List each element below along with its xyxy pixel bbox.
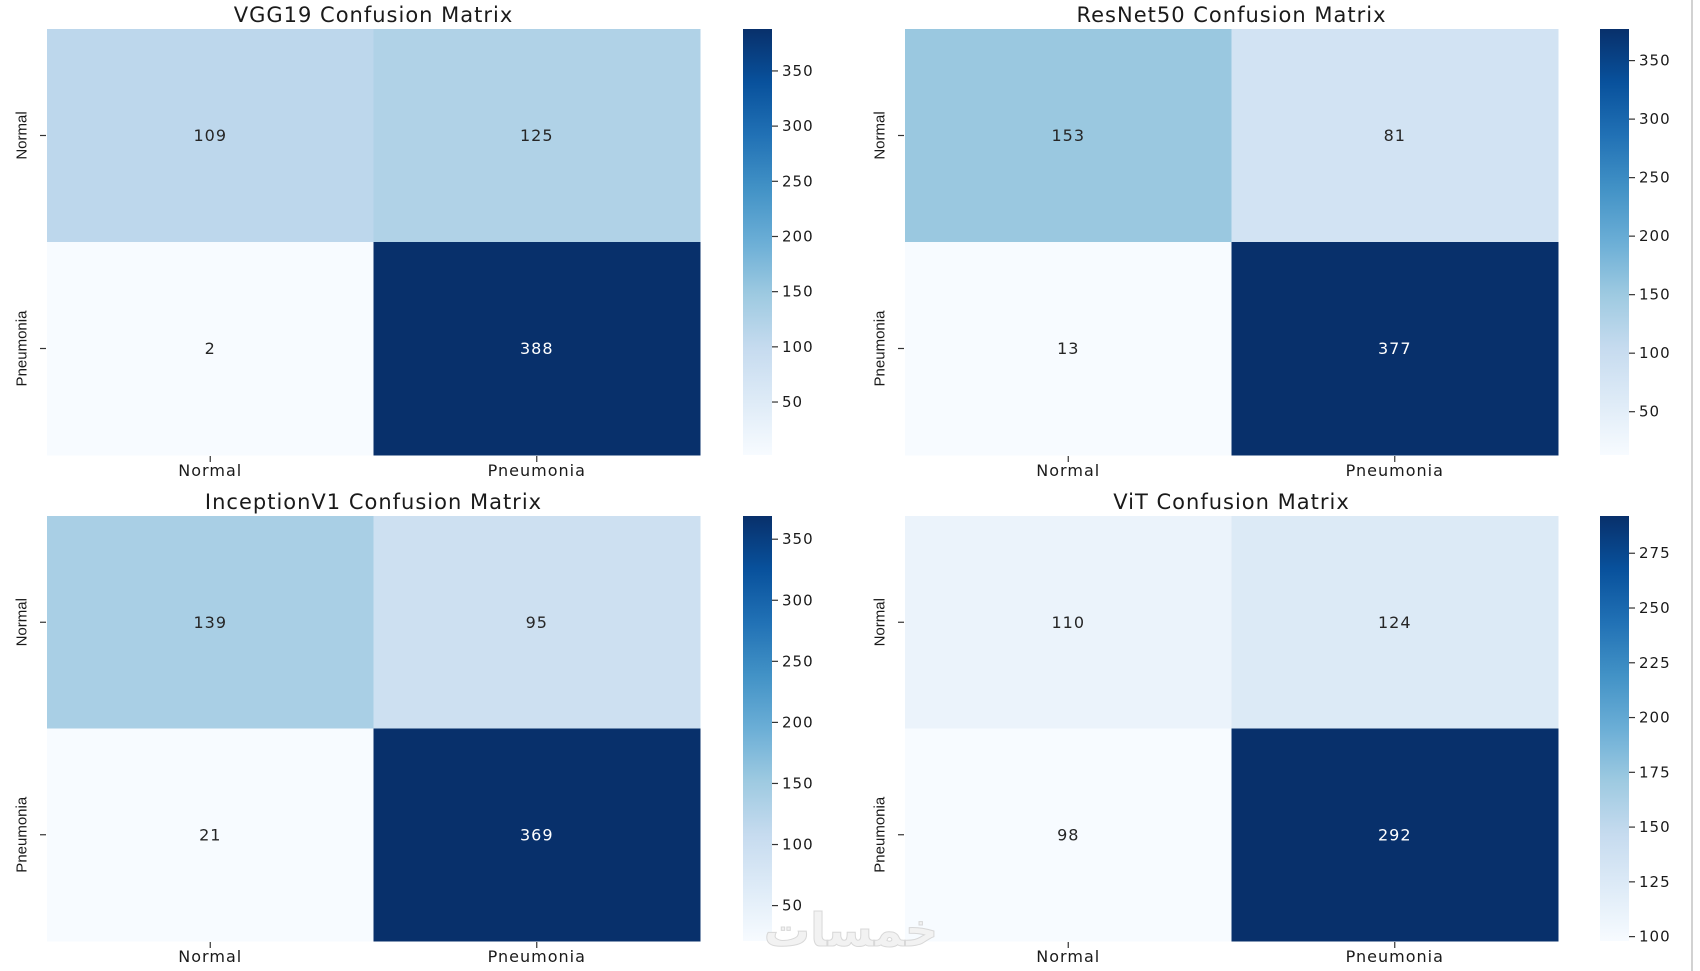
colorbar-tick-label: 350 [1639,52,1671,70]
colorbar-tick-label: 150 [782,774,814,792]
colorbar-tick-label: 50 [782,897,803,915]
x-tick-label: Normal [1036,461,1100,480]
heatmap-cell [47,516,374,729]
cell-value-label: 125 [520,126,554,145]
heatmap-cell [905,29,1232,243]
colorbar [1600,516,1629,941]
colorbar-tick-label: 275 [1639,544,1671,562]
colorbar-tick-label: 100 [1639,928,1671,946]
confusion-matrix-panel: VGG19 Confusion Matrix 109 125 2 388 Normal Pn… [14,3,814,480]
colorbar-tick-label: 350 [782,62,814,80]
cell-value-label: 98 [1057,825,1079,844]
cell-value-label: 2 [205,339,216,358]
heatmap-cell [373,242,701,456]
colorbar-tick-label: 150 [1639,818,1671,836]
colorbar-tick-label: 250 [782,652,814,670]
panels-grid: VGG19 Confusion Matrix 109 125 2 388 Normal Pn… [14,3,1671,966]
cell-value-label: 377 [1378,339,1412,358]
x-tick-label: Normal [178,461,242,480]
watermark: خمسات [764,903,938,957]
colorbar-tick-label: 100 [782,836,814,854]
chart-title: VGG19 Confusion Matrix [234,3,514,27]
y-tick-label: Pneumonia [872,310,889,387]
cell-value-label: 110 [1051,613,1085,632]
x-tick-label: Pneumonia [488,947,586,966]
heatmap-cell [1231,516,1559,729]
colorbar-tick-label: 150 [782,283,814,301]
heatmap-cell [1231,242,1559,456]
heatmap-cell [47,29,374,243]
heatmap-cell [373,728,701,942]
colorbar-tick-label: 300 [782,591,814,609]
x-tick-label: Pneumonia [1346,461,1444,480]
heatmap-cell [905,728,1232,942]
x-tick-label: Normal [178,947,242,966]
heatmap-cell [905,516,1232,729]
cell-value-label: 124 [1378,613,1412,632]
cell-value-label: 13 [1057,339,1079,358]
heatmap-cell [1231,728,1559,942]
y-tick-label: Pneumonia [14,310,31,387]
y-tick-label: Pneumonia [872,796,889,873]
colorbar-tick-label: 300 [1639,110,1671,128]
heatmap-cell [47,242,374,456]
chart-title: InceptionV1 Confusion Matrix [205,490,542,514]
cell-value-label: 139 [193,613,227,632]
cell-value-label: 153 [1051,126,1085,145]
colorbar-tick-label: 50 [782,393,803,411]
confusion-matrix-panel: InceptionV1 Confusion Matrix 139 95 21 369 No… [14,490,814,966]
confusion-matrix-panel: ViT Confusion Matrix 110 124 98 292 Normal Pne… [872,490,1671,966]
chart-title: ResNet50 Confusion Matrix [1076,3,1386,27]
colorbar [743,29,772,455]
colorbar [743,516,772,941]
colorbar-tick-label: 200 [782,713,814,731]
heatmap-cell [1231,29,1559,243]
colorbar-tick-label: 150 [1639,286,1671,304]
colorbar-tick-label: 50 [1639,403,1660,421]
colorbar-tick-label: 300 [782,117,814,135]
heatmap-cell [373,516,701,729]
colorbar-tick-label: 100 [782,338,814,356]
colorbar-tick-label: 250 [782,172,814,190]
y-tick-label: Normal [14,598,31,646]
cell-value-label: 388 [520,339,554,358]
cell-value-label: 109 [193,126,227,145]
heatmap-cell [905,242,1232,456]
cell-value-label: 369 [520,825,554,844]
colorbar-tick-label: 350 [782,530,814,548]
colorbar-tick-label: 250 [1639,169,1671,187]
colorbar [1600,29,1629,455]
y-tick-label: Normal [872,598,889,646]
x-tick-label: Normal [1036,947,1100,966]
cell-value-label: 21 [199,825,221,844]
x-tick-label: Pneumonia [1346,947,1444,966]
cell-value-label: 292 [1378,825,1412,844]
confusion-matrix-panel: ResNet50 Confusion Matrix 153 81 13 377 Norma… [872,3,1671,480]
colorbar-tick-label: 225 [1639,654,1671,672]
cell-value-label: 81 [1384,126,1406,145]
heatmap-cell [47,728,374,942]
colorbar-tick-label: 125 [1639,873,1671,891]
y-tick-label: Pneumonia [14,796,31,873]
colorbar-tick-label: 100 [1639,344,1671,362]
colorbar-tick-label: 200 [1639,709,1671,727]
colorbar-tick-label: 175 [1639,763,1671,781]
colorbar-tick-label: 200 [782,227,814,245]
colorbar-tick-label: 200 [1639,227,1671,245]
x-tick-label: Pneumonia [488,461,586,480]
y-tick-label: Normal [14,111,31,159]
colorbar-tick-label: 250 [1639,599,1671,617]
chart-title: ViT Confusion Matrix [1113,490,1350,514]
heatmap-cell [373,29,701,243]
cell-value-label: 95 [526,613,548,632]
y-tick-label: Normal [872,111,889,159]
